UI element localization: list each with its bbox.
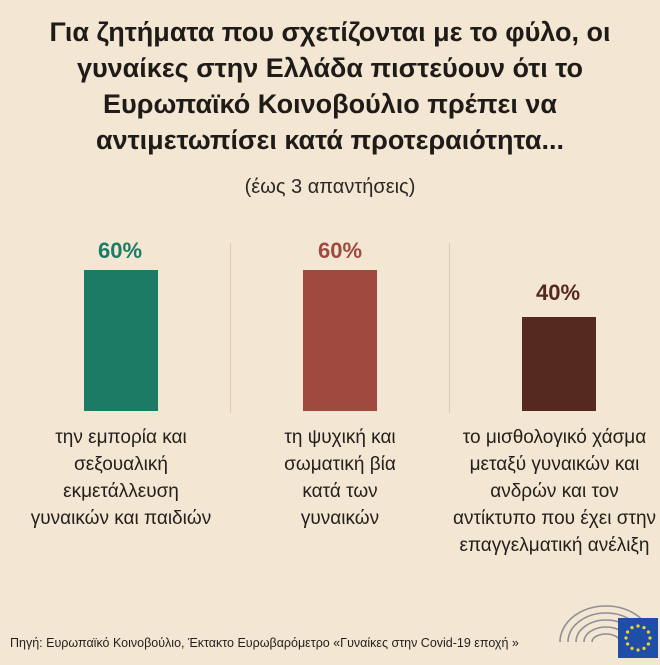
- eu-star: [630, 646, 634, 650]
- category-label-line: το μισθολογικό χάσμα: [462, 427, 647, 448]
- value-label: 60%: [317, 238, 363, 263]
- category-label-line: σεξουαλική: [74, 454, 168, 475]
- category-label-line: μεταξύ γυναικών και: [469, 454, 640, 475]
- title-line: Ευρωπαϊκό Κοινοβούλιο πρέπει να: [103, 89, 557, 119]
- category-label-line: εκμετάλλευση: [63, 481, 179, 502]
- category-label: τη ψυχική και σωματική βία κατά των γυνα…: [230, 424, 450, 532]
- value-label: 60%: [97, 238, 143, 263]
- eu-flag-icon: [618, 618, 658, 658]
- eu-star: [630, 626, 634, 630]
- category-label-line: τη ψυχική και: [284, 427, 396, 448]
- eu-star: [646, 642, 650, 646]
- eu-star: [648, 636, 652, 640]
- bar: [522, 317, 596, 411]
- column-divider: [449, 243, 450, 413]
- eu-star: [636, 648, 640, 652]
- ep-logo: [556, 596, 660, 660]
- source-note: Πηγή: Ευρωπαϊκό Κοινοβούλιο, Έκτακτο Ευρ…: [10, 636, 519, 650]
- category-label: το μισθολογικό χάσμα μεταξύ γυναικών και…: [449, 424, 660, 559]
- bar: [84, 270, 158, 411]
- eu-star: [642, 626, 646, 630]
- category-label-line: επαγγελματική ανέλιξη: [459, 535, 650, 556]
- category-label-line: κατά των: [302, 481, 378, 502]
- category-label-line: γυναικών και παιδιών: [30, 508, 212, 529]
- category-label: την εμπορία και σεξουαλική εκμετάλλευση …: [11, 424, 231, 532]
- title-line: αντιμετωπίσει κατά προτεραιότητα...: [96, 125, 564, 155]
- eu-star: [642, 646, 646, 650]
- title-line: γυναίκες στην Ελλάδα πιστεύουν ότι το: [76, 53, 584, 83]
- eu-star: [636, 624, 640, 628]
- category-label-line: σωματική βία: [284, 454, 396, 475]
- title-line: Για ζητήματα που σχετίζονται με το φύλο,…: [49, 17, 611, 47]
- bar: [303, 270, 377, 411]
- category-label-line: γυναικών: [300, 508, 380, 529]
- category-label-line: την εμπορία και: [55, 427, 187, 448]
- eu-star: [624, 636, 628, 640]
- chart-title: Για ζητήματα που σχετίζονται με το φύλο,…: [0, 14, 660, 158]
- chart-subtitle: (έως 3 απαντήσεις): [244, 176, 416, 198]
- category-label-line: ανδρών και τον: [490, 481, 619, 502]
- category-label-line: αντίκτυπο που έχει στην: [452, 508, 657, 529]
- eu-star: [626, 630, 630, 634]
- eu-star: [626, 642, 630, 646]
- eu-star: [646, 630, 650, 634]
- column-divider: [230, 243, 231, 413]
- value-label: 40%: [535, 280, 581, 305]
